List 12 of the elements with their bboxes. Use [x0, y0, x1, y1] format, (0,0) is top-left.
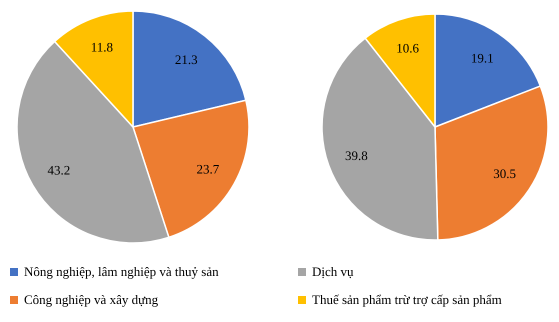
data-label: 39.8 [344, 148, 368, 163]
legend-label: Thuế sản phẩm trừ trợ cấp sản phẩm [312, 292, 502, 308]
legend-label: Nông nghiệp, lâm nghiệp và thuỷ sản [24, 264, 219, 280]
legend-label: Công nghiệp và xây dựng [24, 292, 158, 308]
legend-label: Dịch vụ [312, 264, 354, 280]
data-label: 43.2 [47, 162, 70, 178]
data-label: 30.5 [493, 166, 516, 181]
data-label: 10.6 [396, 40, 420, 56]
data-label: 19.1 [470, 50, 494, 66]
data-label: 23.7 [196, 162, 220, 177]
data-label: 21.3 [174, 52, 198, 68]
data-label: 11.8 [90, 39, 114, 54]
